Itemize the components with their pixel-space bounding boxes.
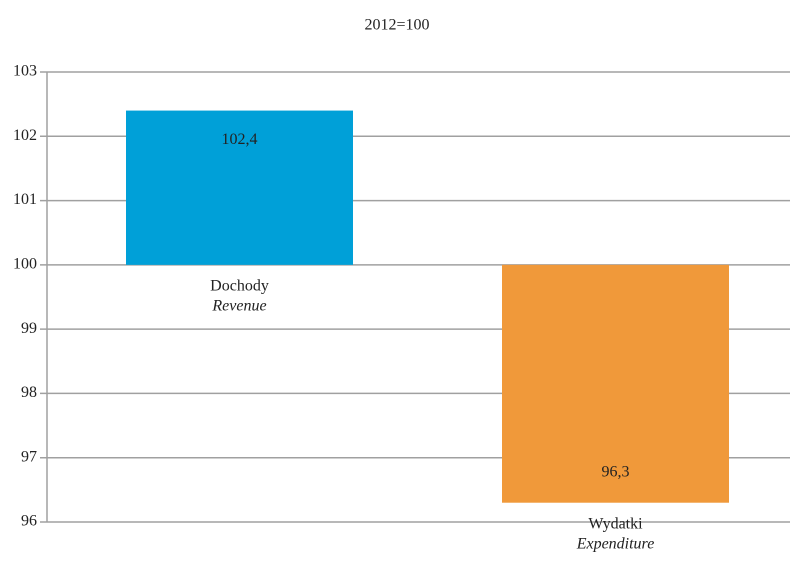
bar <box>502 264 729 503</box>
x-tick-label: Wydatki <box>588 515 643 532</box>
y-tick-label: 103 <box>13 63 37 80</box>
y-tick-label: 101 <box>13 191 37 208</box>
value-label: 102,4 <box>222 131 258 148</box>
y-tick-label: 97 <box>21 448 37 465</box>
x-tick-label-en: Revenue <box>211 298 266 315</box>
chart-title: 2012=100 <box>364 17 429 34</box>
y-tick-label: 98 <box>21 384 37 401</box>
value-label: 96,3 <box>602 463 630 480</box>
x-tick-label: Dochody <box>210 278 269 295</box>
y-tick-label: 102 <box>13 127 37 144</box>
x-tick-label-en: Expenditure <box>576 535 655 552</box>
y-tick-label: 96 <box>21 513 37 530</box>
y-tick-label: 99 <box>21 320 37 337</box>
y-tick-label: 100 <box>13 256 37 273</box>
bar <box>126 110 353 265</box>
